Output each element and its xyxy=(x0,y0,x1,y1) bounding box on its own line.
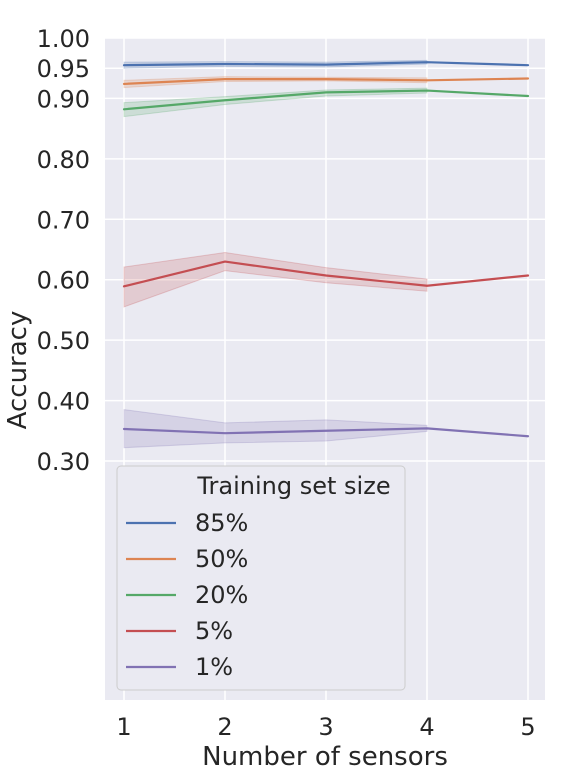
series-line xyxy=(122,61,530,67)
x-tick-label: 2 xyxy=(217,713,232,741)
y-tick-label: 0.95 xyxy=(37,55,90,83)
series-line xyxy=(122,427,530,438)
x-tick-label: 4 xyxy=(419,713,434,741)
legend-label: 1% xyxy=(195,653,233,681)
y-tick-label: 0.70 xyxy=(37,206,90,234)
x-tick-labels: 1 2 3 4 5 xyxy=(116,713,535,741)
legend: Training set size 85% 50% 20% 5% 1% xyxy=(116,465,406,691)
x-tick-label: 3 xyxy=(318,713,333,741)
legend-title: Training set size xyxy=(196,472,390,500)
series-line xyxy=(122,89,530,111)
legend-label: 85% xyxy=(195,509,248,537)
y-tick-label: 1.00 xyxy=(37,25,90,53)
y-axis-label: Accuracy xyxy=(3,311,33,430)
confidence-band xyxy=(123,409,428,449)
legend-label: 20% xyxy=(195,581,248,609)
y-tick-labels: 0.30 0.40 0.50 0.60 0.70 0.80 0.900.951.00 xyxy=(37,25,90,476)
y-tick-label: 0.80 xyxy=(37,146,90,174)
y-tick-label: 0.60 xyxy=(37,267,90,295)
y-tick-label: 0.40 xyxy=(37,388,90,416)
legend-label: 5% xyxy=(195,617,233,645)
y-tick-label: 0.90 xyxy=(37,85,90,113)
series-lines xyxy=(122,61,530,438)
x-tick-label: 5 xyxy=(520,713,535,741)
legend-box xyxy=(116,465,406,691)
x-axis-label: Number of sensors xyxy=(202,742,448,771)
y-tick-label: 0.50 xyxy=(37,327,90,355)
legend-items: 85% 50% 20% 5% 1% xyxy=(126,509,248,681)
legend-label: 50% xyxy=(195,545,248,573)
series-line xyxy=(122,77,530,86)
x-tick-label: 1 xyxy=(116,713,131,741)
series-line xyxy=(122,260,530,288)
confidence-band xyxy=(123,252,428,308)
y-tick-label: 0.30 xyxy=(37,448,90,476)
grid xyxy=(105,37,545,700)
